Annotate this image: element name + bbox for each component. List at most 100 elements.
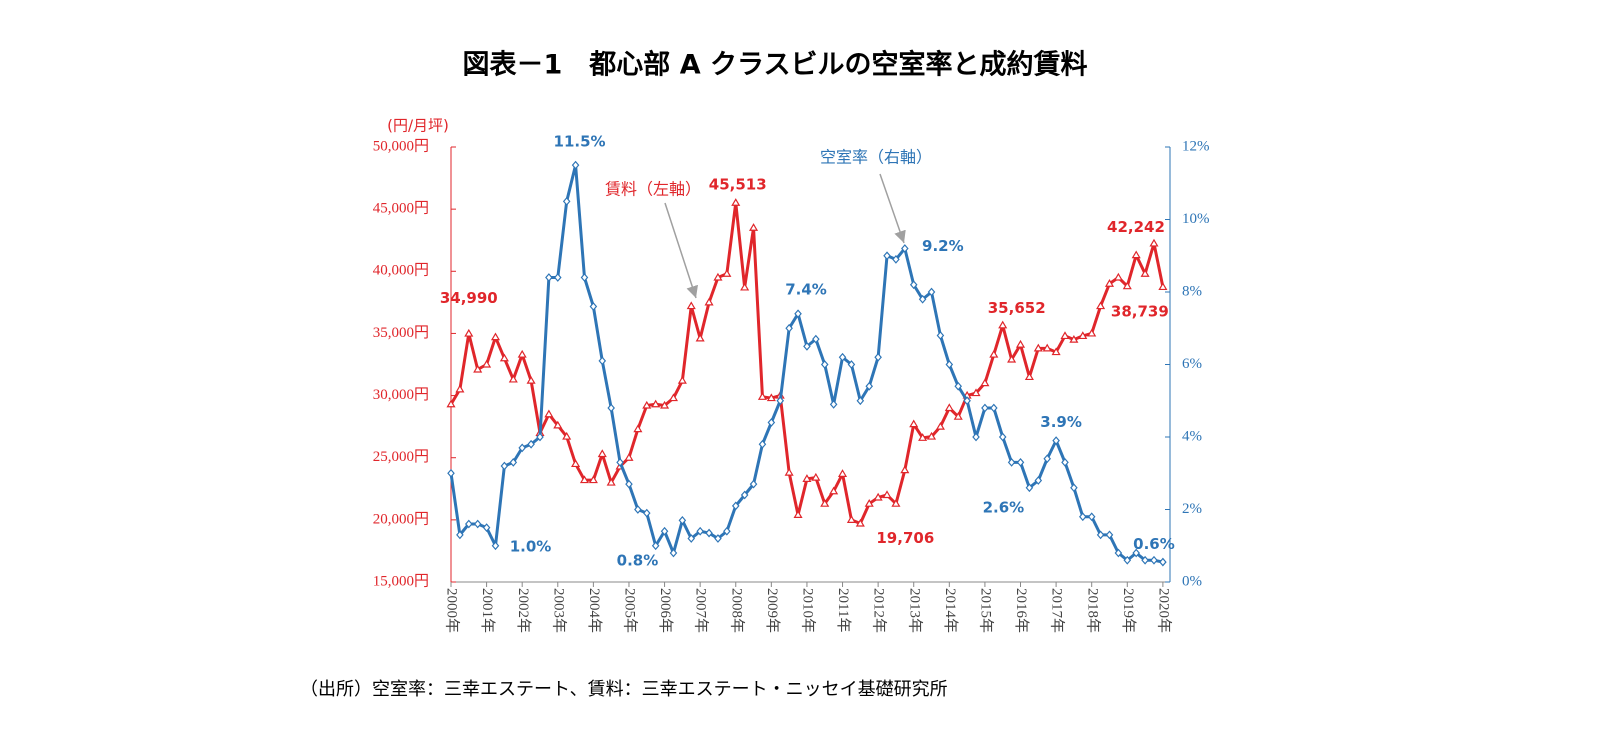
- data-point: [1141, 555, 1149, 565]
- data-label: 38,739: [1111, 302, 1169, 320]
- x-tick-label: 2002年: [515, 588, 532, 633]
- x-tick-label: 2016年: [1013, 588, 1030, 633]
- data-point: [837, 469, 848, 477]
- data-point: [607, 403, 615, 413]
- data-point: [981, 403, 989, 413]
- data-point: [963, 396, 971, 406]
- data-point: [944, 403, 954, 412]
- data-point: [545, 273, 553, 282]
- data-point: [856, 396, 865, 406]
- data-point: [660, 400, 670, 409]
- data-point: [793, 510, 803, 518]
- data-point: [1132, 548, 1140, 558]
- data-point: [829, 486, 839, 495]
- data-point: [989, 349, 999, 358]
- data-point: [749, 479, 758, 489]
- data-point: [935, 421, 945, 430]
- data-point: [518, 443, 526, 453]
- data-point: [695, 333, 705, 342]
- data-point: [1131, 250, 1141, 259]
- data-point: [820, 360, 829, 369]
- data-point: [971, 388, 981, 397]
- data-point: [597, 449, 607, 458]
- data-point: [953, 412, 963, 420]
- x-tick-label: 2001年: [479, 588, 496, 633]
- data-point: [936, 331, 945, 340]
- data-label: 35,652: [988, 299, 1046, 317]
- data-point: [1079, 512, 1087, 522]
- y-tick-label: 25,000円: [373, 449, 429, 465]
- data-point: [456, 530, 464, 540]
- data-point: [553, 273, 562, 282]
- data-point: [1042, 343, 1052, 352]
- data-point: [1114, 548, 1123, 558]
- x-tick-label: 2005年: [622, 588, 639, 633]
- data-label: 1.0%: [510, 537, 552, 555]
- data-point: [633, 424, 643, 433]
- x-tick-label: 2008年: [728, 588, 745, 633]
- data-label: 34,990: [440, 289, 498, 307]
- data-point: [562, 431, 572, 440]
- data-point: [642, 400, 652, 409]
- annotation-arrow: [879, 173, 906, 244]
- series-line: [449, 163, 1164, 564]
- data-point: [723, 526, 731, 536]
- data-point: [1052, 436, 1060, 446]
- data-point: [874, 352, 882, 362]
- data-point: [767, 418, 776, 427]
- data-point: [696, 526, 704, 536]
- data-point: [1159, 557, 1167, 567]
- data-label: 9.2%: [922, 237, 964, 255]
- y-tick-label: 35,000円: [373, 325, 429, 341]
- data-point: [909, 280, 918, 290]
- data-point: [749, 223, 759, 231]
- data-point: [589, 302, 598, 311]
- data-point: [705, 528, 713, 538]
- y-tick-label: 15,000円: [373, 573, 429, 589]
- data-point: [606, 477, 616, 486]
- data-label: 0.8%: [617, 552, 659, 570]
- x-tick-label: 2019年: [1120, 588, 1137, 633]
- data-point: [446, 399, 456, 408]
- data-point: [1069, 334, 1079, 343]
- data-point: [499, 353, 509, 362]
- data-point: [882, 490, 892, 499]
- data-point: [1016, 457, 1025, 467]
- data-point: [829, 399, 838, 409]
- x-tick-label: 2013年: [906, 588, 923, 633]
- data-point: [464, 328, 474, 337]
- data-point: [651, 541, 660, 551]
- data-point: [687, 534, 696, 543]
- data-point: [500, 461, 509, 471]
- data-point: [668, 393, 679, 402]
- data-point: [990, 403, 998, 413]
- data-point: [1078, 331, 1088, 340]
- data-point: [634, 505, 642, 514]
- data-point: [740, 282, 750, 291]
- data-point: [527, 439, 535, 449]
- y2-tick-label: 2%: [1182, 501, 1202, 517]
- data-point: [579, 475, 590, 484]
- data-point: [1113, 272, 1123, 281]
- data-point: [517, 349, 527, 358]
- data-point: [651, 399, 661, 408]
- data-point: [731, 501, 740, 511]
- x-tick-label: 2009年: [764, 588, 781, 633]
- data-point: [980, 378, 990, 387]
- data-point: [1051, 347, 1061, 356]
- data-point: [1149, 238, 1159, 247]
- y2-tick-label: 8%: [1182, 283, 1202, 299]
- data-point: [491, 541, 500, 551]
- data-point: [803, 341, 811, 351]
- data-point: [678, 515, 687, 525]
- data-point: [473, 519, 482, 529]
- x-tick-label: 2007年: [693, 588, 710, 633]
- data-point: [1034, 476, 1043, 485]
- data-point: [447, 468, 455, 478]
- data-label: 0.6%: [1133, 535, 1175, 553]
- data-point: [901, 244, 909, 253]
- data-point: [598, 356, 607, 366]
- data-point: [892, 254, 900, 264]
- data-point: [776, 396, 785, 406]
- data-point: [1122, 281, 1132, 290]
